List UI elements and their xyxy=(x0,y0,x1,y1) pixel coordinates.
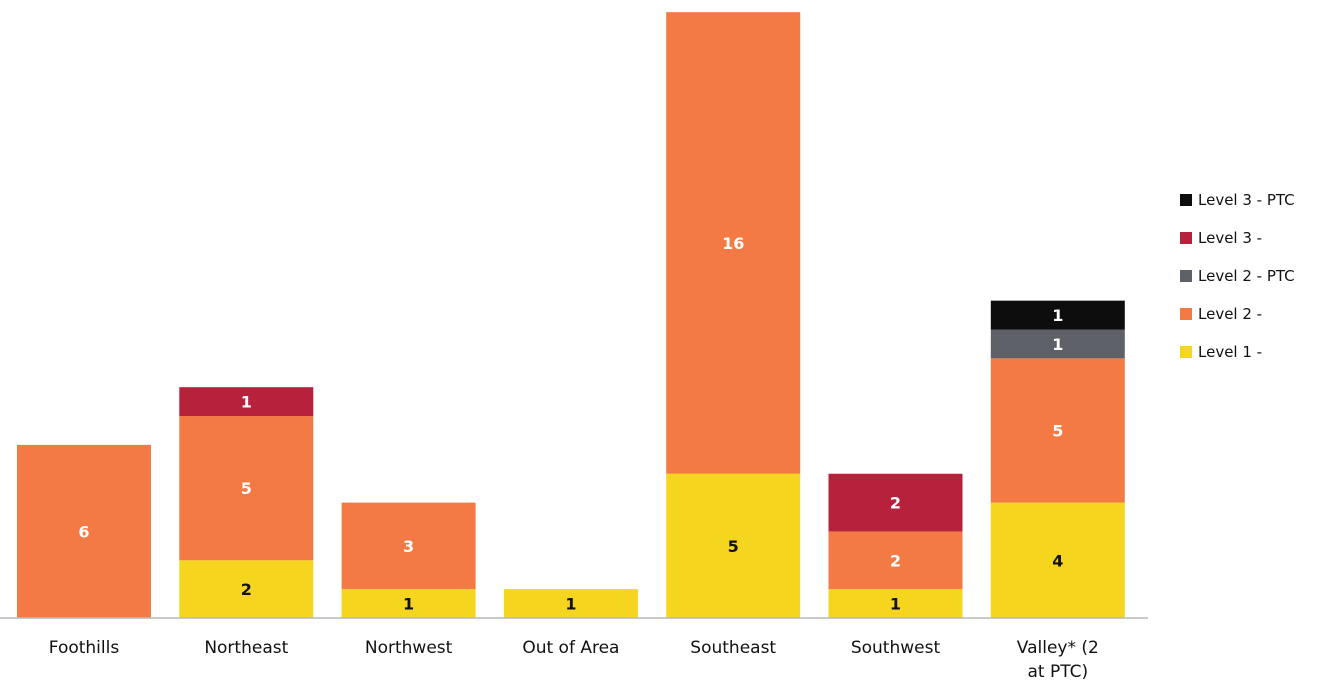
legend-label: Level 3 - PTC xyxy=(1198,191,1295,209)
data-label-northwest-level-1: 1 xyxy=(403,595,414,614)
data-label-valley-2-at-ptc-level-3-ptc: 1 xyxy=(1052,306,1063,325)
bar-southwest-level-3 xyxy=(828,473,963,532)
category-label-out-of-area: Out of Area xyxy=(522,638,619,658)
bar-southwest-level-2 xyxy=(828,531,963,590)
bar-valley-2-at-ptc-level-2-ptc xyxy=(990,329,1125,359)
bar-northeast-level-3 xyxy=(179,387,314,417)
legend-item-level-1: Level 1 - xyxy=(1180,340,1295,364)
legend-item-level-2: Level 2 - xyxy=(1180,302,1295,326)
data-label-southwest-level-1: 1 xyxy=(890,595,901,614)
bar-valley-2-at-ptc-level-1 xyxy=(990,502,1125,618)
bar-southeast-level-1 xyxy=(666,473,801,618)
data-label-valley-2-at-ptc-level-2: 5 xyxy=(1052,421,1063,440)
data-label-valley-2-at-ptc-level-2-ptc: 1 xyxy=(1052,335,1063,354)
data-label-northeast-level-2: 5 xyxy=(241,479,252,498)
category-label-northeast: Northeast xyxy=(204,638,288,658)
legend-item-level-2-ptc: Level 2 - PTC xyxy=(1180,264,1295,288)
category-labels: Foothills Northeast Northwest Out of Area So… xyxy=(49,638,1099,682)
bar-out-of-area-level-1 xyxy=(503,589,638,618)
data-label-northeast-level-1: 2 xyxy=(241,580,252,599)
legend-label: Level 1 - xyxy=(1198,343,1263,361)
legend-item-level-3: Level 3 - xyxy=(1180,226,1295,250)
legend-item-level-3-ptc: Level 3 - PTC xyxy=(1180,188,1295,212)
legend-swatch xyxy=(1180,232,1192,244)
legend-swatch xyxy=(1180,308,1192,320)
bar-foothills-level-2 xyxy=(17,444,151,618)
legend-label: Level 2 - xyxy=(1198,305,1263,323)
legend: Level 3 - PTC Level 3 - Level 2 - PTC Level… xyxy=(1180,188,1295,378)
legend-label: Level 2 - PTC xyxy=(1198,267,1295,285)
bar-northwest-level-2 xyxy=(341,502,476,590)
data-label-southeast-level-2: 16 xyxy=(722,234,744,253)
data-label-northwest-level-2: 3 xyxy=(403,537,414,556)
data-label-foothills-level-2: 6 xyxy=(78,522,89,541)
data-label-out-of-area-level-1: 1 xyxy=(565,595,576,614)
bar-northeast-level-2 xyxy=(179,416,314,561)
bar-valley-2-at-ptc-level-2 xyxy=(990,358,1125,503)
category-label-valley-2-at-ptc: Valley* (2 at PTC) xyxy=(1017,638,1099,682)
bar-southeast-level-2 xyxy=(666,12,801,474)
data-label-southeast-level-1: 5 xyxy=(728,537,739,556)
category-label-southwest: Southwest xyxy=(851,638,941,658)
data-label-northeast-level-3: 1 xyxy=(241,393,252,412)
bar-valley-2-at-ptc-level-3-ptc xyxy=(990,300,1125,330)
category-label-foothills: Foothills xyxy=(49,638,120,658)
data-label-southwest-level-3: 2 xyxy=(890,494,901,513)
legend-swatch xyxy=(1180,270,1192,282)
legend-swatch xyxy=(1180,194,1192,206)
data-label-southwest-level-2: 2 xyxy=(890,551,901,570)
category-label-southeast: Southeast xyxy=(690,638,776,658)
data-label-valley-2-at-ptc-level-1: 4 xyxy=(1052,551,1063,570)
bar-northwest-level-1 xyxy=(341,589,476,618)
legend-swatch xyxy=(1180,346,1192,358)
category-label-northwest: Northwest xyxy=(365,638,453,658)
bars-layer: 6 2 5 1 1 3 1 5 16 1 2 2 4 5 1 1 xyxy=(17,12,1125,618)
bar-northeast-level-1 xyxy=(179,560,314,618)
bar-southwest-level-1 xyxy=(828,589,963,618)
legend-label: Level 3 - xyxy=(1198,229,1263,247)
